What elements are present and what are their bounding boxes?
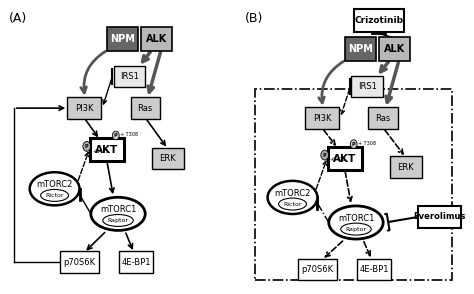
FancyBboxPatch shape — [345, 37, 376, 61]
Text: AKT: AKT — [333, 153, 356, 163]
FancyBboxPatch shape — [130, 97, 160, 119]
Text: Ras: Ras — [137, 103, 153, 113]
Circle shape — [83, 141, 91, 151]
Text: P: P — [352, 142, 356, 147]
FancyBboxPatch shape — [298, 259, 337, 280]
FancyBboxPatch shape — [357, 259, 391, 280]
FancyBboxPatch shape — [113, 66, 145, 87]
FancyBboxPatch shape — [328, 147, 362, 170]
Text: mTORC1: mTORC1 — [100, 206, 136, 214]
Text: NPM: NPM — [110, 34, 135, 44]
FancyBboxPatch shape — [305, 107, 339, 129]
Text: +S473: +S473 — [330, 157, 346, 162]
Text: p70S6K: p70S6K — [301, 265, 334, 274]
Circle shape — [321, 150, 328, 160]
Text: Rictor: Rictor — [46, 193, 64, 198]
FancyBboxPatch shape — [107, 27, 138, 51]
Text: 4E-BP1: 4E-BP1 — [121, 258, 151, 267]
Text: Everolimus: Everolimus — [414, 212, 466, 221]
Text: +S473: +S473 — [92, 149, 109, 154]
Text: P: P — [85, 144, 89, 149]
Text: ALK: ALK — [384, 44, 405, 54]
Text: mTORC2: mTORC2 — [274, 189, 310, 198]
FancyBboxPatch shape — [152, 148, 184, 169]
Text: Rictor: Rictor — [283, 202, 302, 207]
FancyBboxPatch shape — [379, 37, 410, 61]
Text: (A): (A) — [9, 11, 27, 25]
Ellipse shape — [329, 206, 383, 239]
Text: IRS1: IRS1 — [358, 82, 377, 91]
Text: (B): (B) — [245, 11, 263, 25]
FancyBboxPatch shape — [418, 206, 461, 228]
Ellipse shape — [91, 197, 145, 230]
Text: mTORC2: mTORC2 — [36, 180, 73, 189]
Text: P: P — [323, 153, 327, 158]
Text: IRS1: IRS1 — [120, 72, 139, 81]
FancyBboxPatch shape — [390, 156, 422, 178]
Text: Ras: Ras — [375, 114, 391, 123]
Circle shape — [112, 131, 119, 140]
FancyBboxPatch shape — [354, 9, 403, 32]
Text: ERK: ERK — [398, 163, 414, 172]
Ellipse shape — [30, 172, 80, 205]
FancyBboxPatch shape — [351, 76, 383, 97]
Text: + T308: + T308 — [357, 141, 375, 146]
FancyBboxPatch shape — [141, 27, 173, 51]
Text: P: P — [114, 133, 118, 138]
Text: ALK: ALK — [146, 34, 167, 44]
Text: NPM: NPM — [348, 44, 373, 54]
FancyBboxPatch shape — [119, 251, 153, 273]
Text: p70S6K: p70S6K — [64, 258, 96, 267]
Ellipse shape — [341, 223, 371, 235]
FancyBboxPatch shape — [67, 97, 101, 119]
Ellipse shape — [268, 181, 318, 214]
Circle shape — [350, 140, 357, 148]
Text: + T308: + T308 — [119, 132, 137, 137]
Text: Raptor: Raptor — [108, 218, 128, 223]
Text: PI3K: PI3K — [313, 114, 331, 123]
FancyBboxPatch shape — [60, 251, 99, 273]
FancyBboxPatch shape — [368, 107, 398, 129]
Text: PI3K: PI3K — [75, 103, 93, 113]
Text: mTORC1: mTORC1 — [338, 214, 374, 223]
Ellipse shape — [41, 189, 69, 201]
Ellipse shape — [279, 198, 307, 210]
Text: ERK: ERK — [160, 154, 176, 163]
Text: 4E-BP1: 4E-BP1 — [359, 265, 389, 274]
Text: AKT: AKT — [95, 145, 118, 155]
Text: Crizotinib: Crizotinib — [354, 16, 403, 25]
FancyBboxPatch shape — [90, 138, 124, 161]
Text: Raptor: Raptor — [346, 227, 366, 232]
Ellipse shape — [103, 215, 133, 226]
